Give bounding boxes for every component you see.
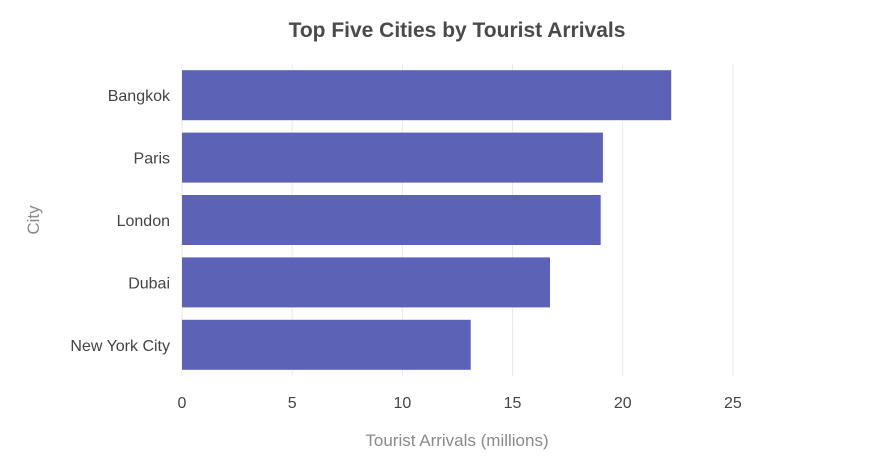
bars — [182, 70, 672, 370]
y-tick-label: Bangkok — [108, 88, 171, 105]
y-tick-labels: Bangkok Paris London Dubai New York City — [70, 88, 171, 355]
bar-london[interactable] — [182, 195, 601, 245]
y-tick-label: London — [117, 213, 170, 230]
bar-dubai[interactable] — [182, 257, 551, 308]
y-tick-label: Paris — [134, 151, 170, 168]
bar-new-york-city[interactable] — [182, 319, 471, 370]
y-tick-label: New York City — [70, 338, 170, 355]
chart-title: Top Five Cities by Tourist Arrivals — [289, 19, 626, 42]
x-tick-label: 5 — [288, 395, 297, 412]
x-axis-title: Tourist Arrivals (millions) — [365, 431, 548, 450]
x-tick-labels: 0 5 10 15 20 25 — [178, 395, 742, 412]
x-tick-label: 10 — [393, 395, 411, 412]
bar-bangkok[interactable] — [182, 70, 672, 121]
x-tick-label: 25 — [724, 395, 742, 412]
x-tick-label: 0 — [178, 395, 187, 412]
y-tick-label: Dubai — [128, 275, 170, 292]
x-tick-label: 20 — [614, 395, 632, 412]
y-axis-title: City — [24, 205, 43, 235]
x-tick-label: 15 — [504, 395, 522, 412]
bar-paris[interactable] — [182, 132, 603, 183]
